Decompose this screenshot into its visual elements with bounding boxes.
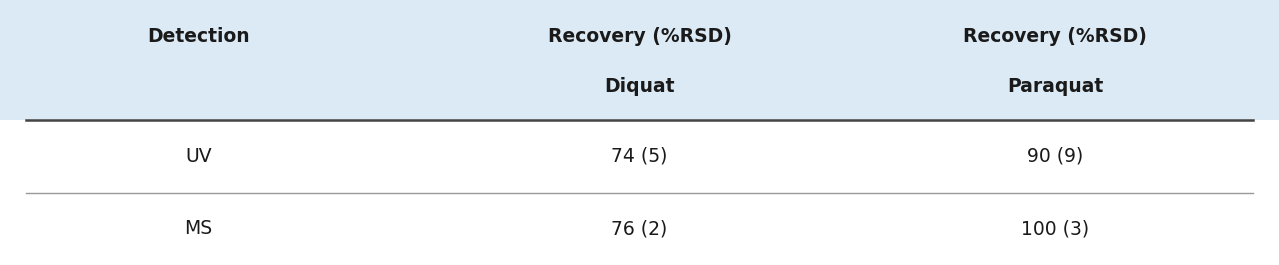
Text: Recovery (%RSD): Recovery (%RSD) — [963, 26, 1147, 46]
Text: Paraquat: Paraquat — [1007, 77, 1104, 96]
Text: MS: MS — [184, 219, 212, 238]
Text: Recovery (%RSD): Recovery (%RSD) — [547, 26, 732, 46]
Text: 74 (5): 74 (5) — [611, 147, 668, 166]
Text: Detection: Detection — [147, 26, 249, 46]
Bar — [0, 0, 1279, 120]
Text: UV: UV — [185, 147, 211, 166]
Text: 76 (2): 76 (2) — [611, 219, 668, 238]
Text: Diquat: Diquat — [604, 77, 675, 96]
Text: 100 (3): 100 (3) — [1021, 219, 1090, 238]
Text: 90 (9): 90 (9) — [1027, 147, 1083, 166]
